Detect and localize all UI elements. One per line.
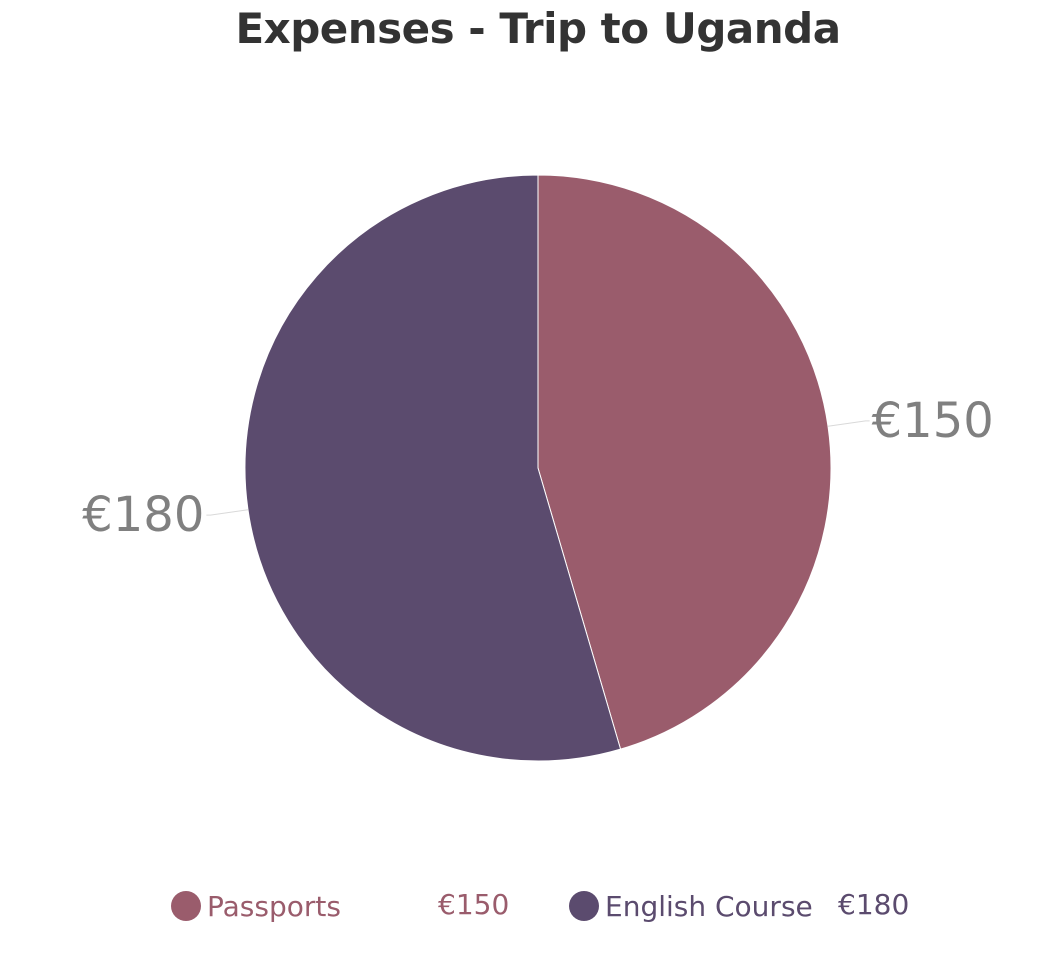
legend-marker-english-course bbox=[569, 891, 599, 921]
data-label-connector bbox=[206, 509, 249, 516]
chart-title: Expenses - Trip to Uganda bbox=[235, 4, 841, 53]
legend-value-english-course: €180 bbox=[838, 888, 910, 921]
data-label-english-course: €180 bbox=[82, 487, 204, 543]
legend-label-english-course: English Course bbox=[605, 889, 813, 923]
pie-slice-english-course[interactable] bbox=[244, 174, 622, 762]
pie-slice-passports[interactable] bbox=[537, 174, 832, 750]
data-label-passports: €150 bbox=[872, 393, 994, 449]
legend-value-passports: €150 bbox=[438, 888, 510, 921]
legend-label-passports: Passports bbox=[207, 889, 341, 923]
legend-marker-passports bbox=[171, 891, 201, 921]
legend-item-passports[interactable]: Passports bbox=[171, 884, 341, 928]
data-label-connector bbox=[827, 420, 870, 427]
legend: Passports €150 English Course €180 bbox=[0, 884, 1060, 932]
legend-item-english-course[interactable]: English Course bbox=[569, 884, 813, 928]
